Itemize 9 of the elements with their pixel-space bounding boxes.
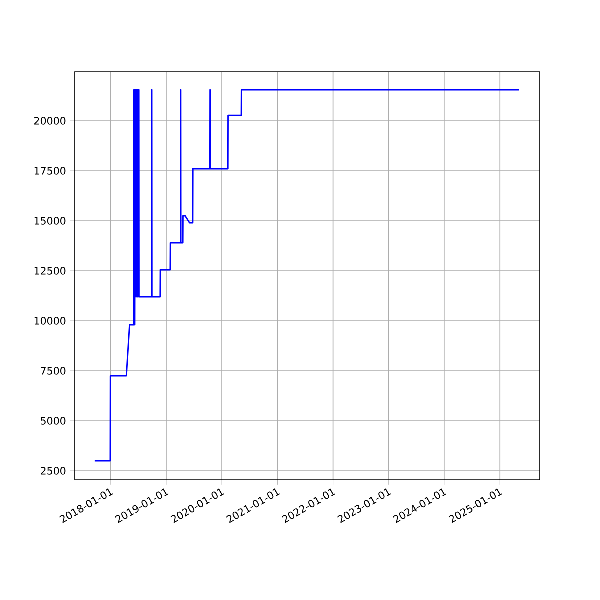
y-tick-label: 20000	[34, 117, 66, 125]
y-tick-label: 5000	[41, 417, 66, 425]
y-tick-label: 17500	[34, 167, 66, 175]
y-tick-label: 2500	[41, 467, 66, 475]
y-tick-label: 7500	[41, 367, 66, 375]
y-tick-label: 10000	[34, 317, 66, 325]
y-tick-label: 15000	[34, 217, 66, 225]
y-tick-label: 12500	[34, 267, 66, 275]
line-series	[94, 89, 520, 462]
